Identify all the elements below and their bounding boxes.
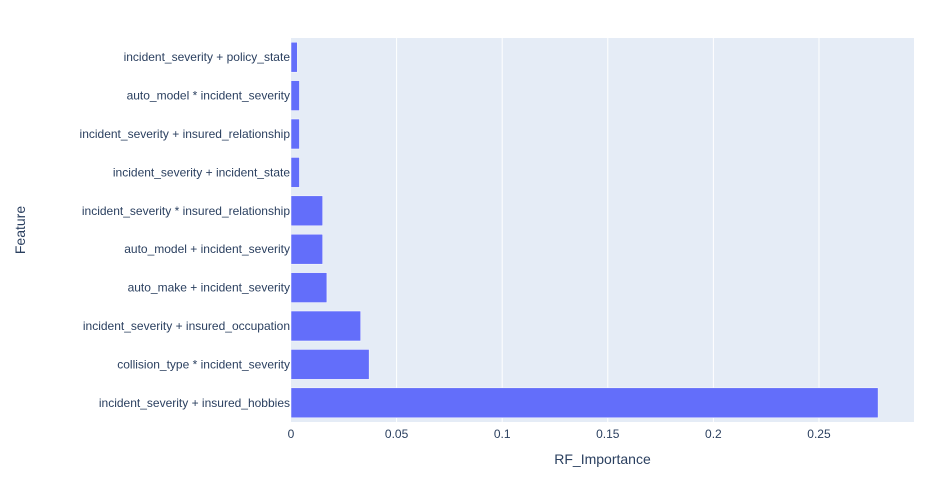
y-tick-label: incident_severity + incident_state: [113, 165, 290, 179]
bar: [290, 41, 298, 73]
x-tick-label: 0.1: [494, 427, 511, 441]
x-tick-label: 0: [288, 427, 295, 441]
bar: [290, 195, 323, 227]
gridlines: [396, 38, 820, 422]
bars: [290, 41, 879, 419]
bar: [290, 272, 328, 303]
y-tick-label: auto_make + incident_severity: [128, 281, 290, 295]
plot-area: [291, 38, 914, 422]
x-tick-labels: 0 0.05 0.1 0.15 0.2 0.25: [288, 427, 831, 441]
x-tick-label: 0.15: [596, 427, 620, 441]
bar: [290, 349, 370, 380]
y-tick-label: incident_severity + insured_hobbies: [99, 396, 290, 410]
y-tick-label: auto_model + incident_severity: [124, 242, 290, 256]
y-tick-label: incident_severity + policy_state: [124, 50, 291, 64]
x-tick-label: 0.2: [705, 427, 722, 441]
bar: [290, 118, 300, 150]
x-tick-label: 0.25: [807, 427, 831, 441]
bar: [290, 157, 300, 188]
y-tick-labels: incident_severity + insured_hobbies colli…: [80, 50, 291, 410]
x-tick-label: 0.05: [385, 427, 409, 441]
y-tick-label: incident_severity + insured_occupation: [83, 319, 290, 333]
y-tick-label: auto_model * incident_severity: [127, 89, 290, 103]
y-tick-label: collision_type * incident_severity: [117, 357, 290, 371]
bar: [290, 80, 300, 111]
y-tick-label: incident_severity * insured_relationship: [82, 204, 290, 218]
y-axis-title: Feature: [12, 206, 28, 254]
bar: [290, 310, 361, 342]
bar: [290, 233, 323, 265]
bar: [290, 387, 879, 419]
y-tick-label: incident_severity + insured_relationship: [80, 127, 291, 141]
x-axis-title: RF_Importance: [554, 451, 651, 467]
